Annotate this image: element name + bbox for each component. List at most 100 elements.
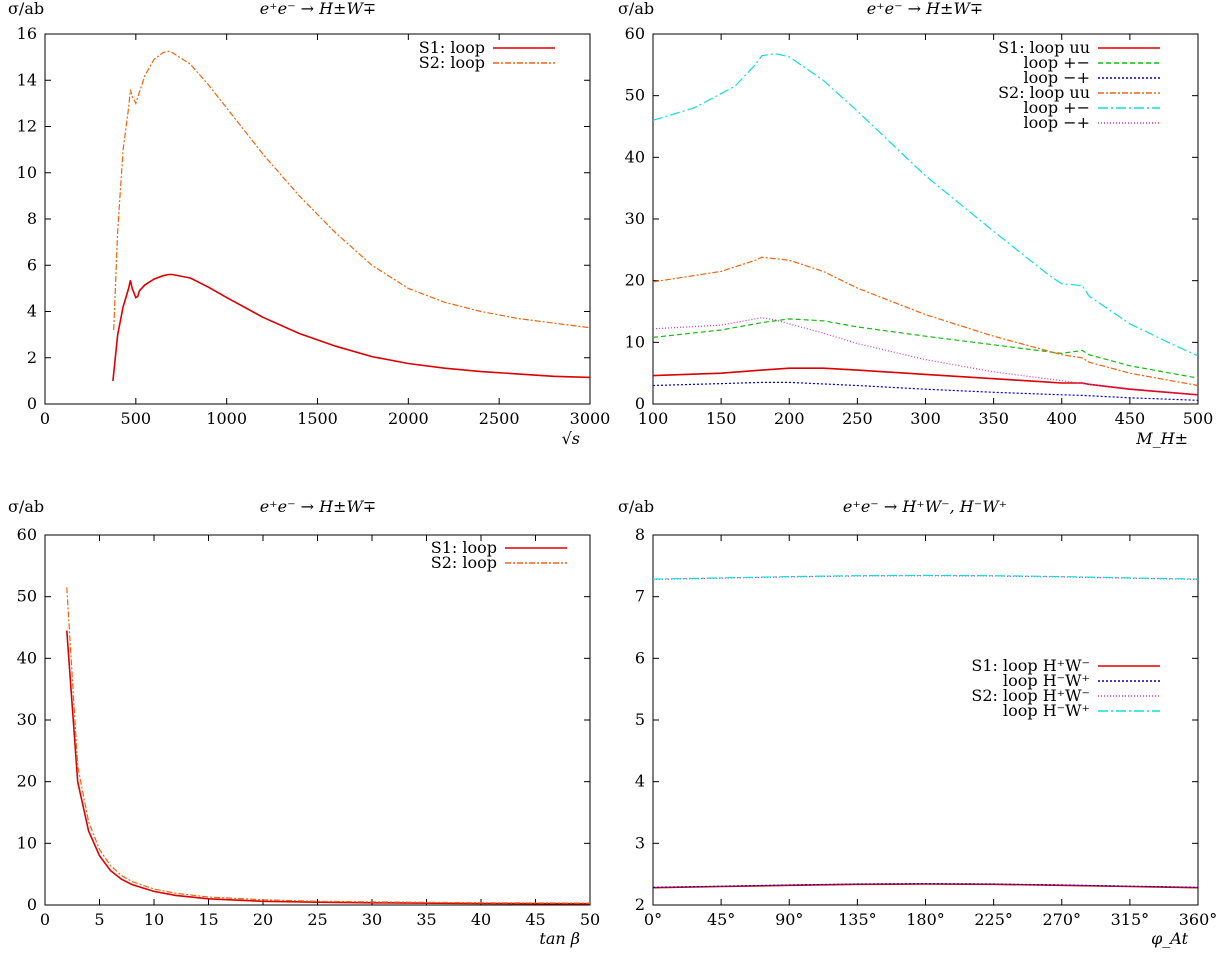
series-line-5: [653, 53, 1198, 357]
y-tick-label: 3: [635, 833, 645, 852]
y-tick-label: 40: [625, 147, 645, 166]
legend-label: loop +−: [1023, 98, 1090, 117]
legend-label: S1: loop: [431, 538, 497, 557]
y-tick-label: 20: [625, 271, 645, 290]
y-tick-label: 10: [17, 163, 37, 182]
y-axis-label: σ/ab: [618, 497, 654, 516]
x-tick-label: 500: [1183, 409, 1214, 428]
x-tick-label: 1000: [206, 409, 247, 428]
x-tick-label: 1500: [297, 409, 338, 428]
x-axis-label: tan β: [539, 929, 580, 948]
chart-panel-3: 0 5 10 15 20 25 30 35 40 45 50 0 10 20 30 40 50 60 σ/ab e⁺e…: [8, 497, 600, 948]
legend-label: loop −+: [1023, 68, 1090, 87]
y-tick-label: 12: [17, 117, 37, 136]
legend-label: S1: loop H⁺W⁻: [971, 656, 1090, 675]
x-tick-label: 100: [638, 409, 669, 428]
legend-label: S1: loop uu: [998, 38, 1090, 57]
x-tick-label: 0: [40, 910, 50, 929]
y-tick-label: 10: [17, 833, 37, 852]
chart-title: e⁺e⁻ → H±W∓: [260, 497, 377, 516]
y-axis-label: σ/ab: [8, 0, 44, 18]
x-tick-label: 35: [416, 910, 436, 929]
series-line-4: [653, 256, 1198, 387]
x-axis-label: M_H±: [1135, 429, 1188, 448]
x-tick-label: 225°: [974, 910, 1013, 929]
y-tick-label: 6: [27, 255, 37, 274]
legend-label: S2: loop H⁺W⁻: [971, 686, 1090, 705]
series-line-1: [66, 630, 590, 905]
x-tick-label: 400: [1046, 409, 1077, 428]
legend-label: S2: loop: [419, 53, 485, 72]
x-tick-label: 315°: [1111, 910, 1150, 929]
y-tick-label: 40: [17, 648, 37, 667]
x-tick-label: 270°: [1042, 910, 1081, 929]
y-tick-label: 60: [625, 24, 645, 43]
x-tick-label: 300: [910, 409, 941, 428]
y-tick-label: 30: [625, 209, 645, 228]
y-tick-label: 50: [17, 587, 37, 606]
y-tick-label: 50: [625, 86, 645, 105]
x-tick-label: 180°: [906, 910, 945, 929]
plot-frame: [652, 33, 1199, 405]
x-tick-label: 350: [978, 409, 1009, 428]
y-tick-label: 20: [17, 772, 37, 791]
series-line-2: [66, 587, 590, 904]
x-tick-label: 0: [40, 409, 50, 428]
x-tick-label: 2500: [479, 409, 520, 428]
y-tick-label: 7: [635, 587, 645, 606]
y-axis-label: σ/ab: [618, 0, 654, 18]
x-tick-label: 150: [706, 409, 737, 428]
y-tick-label: 16: [17, 24, 37, 43]
x-axis-label: √s: [562, 429, 580, 448]
x-tick-label: 2000: [388, 409, 429, 428]
x-tick-label: 50: [580, 910, 600, 929]
y-tick-label: 0: [635, 394, 645, 413]
chart-title: e⁺e⁻ → H±W∓: [260, 0, 377, 18]
legend-label: S1: loop: [419, 38, 485, 57]
x-tick-label: 500: [121, 409, 152, 428]
x-tick-label: 360°: [1179, 910, 1218, 929]
series-line-2: [653, 883, 1198, 888]
series-line-1: [653, 367, 1198, 396]
y-tick-label: 8: [27, 209, 37, 228]
y-axis-label: σ/ab: [8, 497, 44, 516]
x-tick-label: 200: [774, 409, 805, 428]
legend-label: loop H⁻W⁺: [1003, 671, 1090, 690]
x-tick-label: 135°: [838, 910, 877, 929]
x-tick-label: 10: [144, 910, 164, 929]
x-tick-label: 40: [471, 910, 491, 929]
y-tick-label: 0: [27, 895, 37, 914]
x-tick-label: 25: [307, 910, 327, 929]
x-tick-label: 3000: [570, 409, 611, 428]
chart-panel-2: 100 150 200 250 300 350 400 450 500 0 10 20 30 40 50 60…: [618, 0, 1213, 448]
x-tick-label: 450: [1115, 409, 1146, 428]
chart-title: e⁺e⁻ → H±W∓: [867, 0, 984, 18]
legend-label: S2: loop uu: [998, 83, 1090, 102]
x-axis-label: φ_At: [1151, 929, 1188, 948]
y-tick-label: 60: [17, 525, 37, 544]
y-tick-label: 4: [27, 302, 37, 321]
plot-frame: [652, 534, 1199, 906]
y-tick-label: 30: [17, 710, 37, 729]
x-tick-label: 15: [198, 910, 218, 929]
y-tick-label: 4: [635, 772, 645, 791]
legend-label: loop −+: [1023, 113, 1090, 132]
plot-frame: [44, 33, 591, 405]
x-tick-label: 45°: [707, 910, 735, 929]
y-tick-label: 0: [27, 394, 37, 413]
legend-label: loop H⁻W⁺: [1003, 701, 1090, 720]
plot-frame: [44, 534, 591, 906]
y-tick-label: 6: [635, 648, 645, 667]
x-tick-label: 30: [362, 910, 382, 929]
y-tick-label: 8: [635, 525, 645, 544]
y-tick-label: 5: [635, 710, 645, 729]
chart-title: e⁺e⁻ → H⁺W⁻, H⁻W⁺: [843, 497, 1007, 516]
x-tick-label: 250: [842, 409, 873, 428]
x-tick-label: 45: [525, 910, 545, 929]
legend-label: loop +−: [1023, 53, 1090, 72]
y-tick-label: 2: [635, 895, 645, 914]
x-tick-label: 5: [94, 910, 104, 929]
series-line-4: [653, 574, 1198, 580]
series-line-1: [112, 273, 590, 381]
